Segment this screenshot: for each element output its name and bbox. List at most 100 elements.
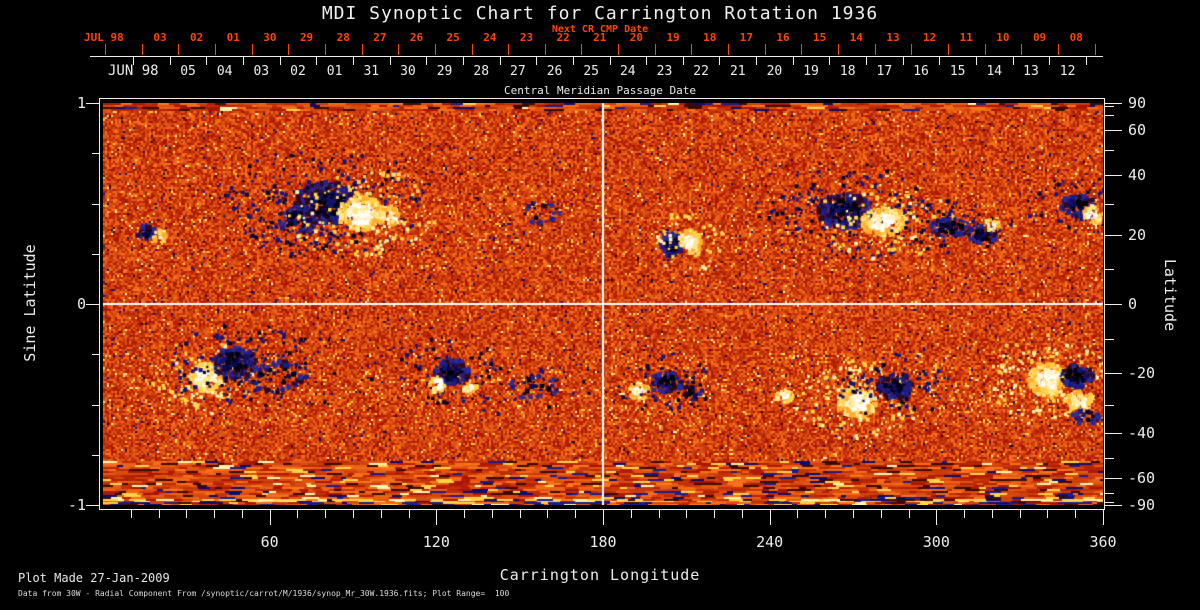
next-cr-day-label: 17 <box>739 31 753 44</box>
cmp-day-label: 18 <box>839 64 856 79</box>
next-cr-tick <box>178 44 180 55</box>
cmp-day-label: 14 <box>986 64 1003 79</box>
longitude-minor-tick <box>380 510 382 518</box>
latitude-major-tick <box>1105 174 1122 176</box>
next-cr-day-label: 20 <box>629 31 644 44</box>
cmp-tick <box>1049 56 1051 65</box>
cmp-day-label: 30 <box>400 64 416 79</box>
longitude-minor-tick <box>241 510 243 518</box>
cmp-month-label: JUN 98 <box>108 63 159 79</box>
cmp-day-label: 22 <box>693 64 709 79</box>
next-cr-tick <box>251 44 253 55</box>
next-cr-day-label: 09 <box>1032 31 1047 44</box>
cmp-tick <box>316 56 318 65</box>
longitude-tick-label: 180 <box>589 533 617 551</box>
cmp-day-label: 16 <box>913 64 929 79</box>
latitude-major-tick <box>1105 129 1122 131</box>
cmp-tick <box>756 56 758 65</box>
next-cr-day-label: 29 <box>299 31 314 44</box>
next-cr-day-label: 03 <box>153 31 167 44</box>
next-cr-day-label: 01 <box>226 31 240 44</box>
next-cr-day-label: 24 <box>483 31 497 44</box>
next-cr-day-label: 23 <box>519 31 534 44</box>
cmp-tick <box>243 56 244 65</box>
cmp-day-label: 25 <box>583 64 599 79</box>
cmp-tick <box>536 56 538 65</box>
longitude-minor-tick <box>158 510 160 518</box>
cmp-tick <box>609 56 611 65</box>
longitude-minor-tick <box>880 510 882 518</box>
next-cr-day-label: 02 <box>190 31 204 44</box>
longitude-tick-label: 360 <box>1089 533 1117 551</box>
cmp-tick <box>206 56 208 65</box>
next-cr-tick <box>728 44 730 55</box>
next-cr-tick <box>434 44 436 55</box>
latitude-major-tick <box>1105 372 1122 374</box>
latitude-minor-tick <box>1105 338 1114 340</box>
cmp-day-label: 04 <box>216 64 233 79</box>
latitude-minor-tick <box>1105 269 1114 271</box>
longitude-tick-label: 240 <box>756 533 784 551</box>
next-cr-tick <box>141 44 143 55</box>
next-cr-tick <box>581 44 583 55</box>
longitude-tick-label: 60 <box>260 533 279 551</box>
next-cr-day-label: 27 <box>373 31 387 44</box>
cmp-axis-title: Central Meridian Passage Date <box>503 84 697 97</box>
next-cr-tick <box>544 44 546 55</box>
carrington-longitude-axis-label: Carrington Longitude <box>499 566 701 584</box>
next-cr-tick <box>984 44 986 55</box>
longitude-minor-tick <box>325 510 327 518</box>
cmp-tick <box>646 56 648 65</box>
latitude-tick-label: -20 <box>1128 363 1156 382</box>
longitude-major-tick <box>1103 510 1104 525</box>
next-cr-tick <box>1021 44 1023 55</box>
cmp-tick <box>1085 56 1087 65</box>
cmp-tick <box>939 56 941 65</box>
cmp-day-label: 28 <box>473 64 490 79</box>
next-cr-tick <box>288 44 290 55</box>
next-cr-tick <box>947 44 949 55</box>
latitude-major-tick <box>1105 235 1122 237</box>
cmp-day-label: 26 <box>546 64 563 79</box>
next-cr-day-label: 15 <box>813 31 827 44</box>
longitude-minor-tick <box>658 510 660 518</box>
latitude-minor-tick <box>1105 106 1114 108</box>
latitude-tick-label: 60 <box>1128 120 1147 139</box>
sine-latitude-minor-tick <box>92 253 99 255</box>
sine-latitude-major-tick <box>86 505 99 506</box>
next-cr-day-label: 19 <box>666 31 680 44</box>
longitude-major-tick <box>936 510 938 525</box>
next-cr-day-label: 16 <box>776 31 790 44</box>
next-cr-tick <box>654 44 656 55</box>
sine-latitude-minor-tick <box>92 454 99 456</box>
cmp-day-label: 31 <box>363 64 380 79</box>
cmp-tick <box>499 56 501 65</box>
sine-latitude-minor-tick <box>92 203 99 205</box>
cmp-tick <box>572 56 574 65</box>
latitude-minor-tick <box>1105 115 1114 117</box>
next-cr-day-label: 12 <box>923 31 937 44</box>
cmp-day-label: 20 <box>766 64 783 79</box>
cmp-day-label: 21 <box>729 64 746 79</box>
cmp-day-label: 17 <box>876 64 893 79</box>
next-cr-day-label: 14 <box>849 31 863 44</box>
latitude-tick-label: 20 <box>1128 226 1147 245</box>
cmp-day-label: 23 <box>656 64 673 79</box>
latitude-tick-label: 0 <box>1128 295 1138 313</box>
latitude-major-tick <box>1105 478 1122 480</box>
cmp-tick <box>389 56 391 65</box>
next-cr-tick <box>911 44 913 55</box>
cmp-tick <box>133 56 135 65</box>
latitude-tick-label: -40 <box>1128 424 1156 443</box>
longitude-minor-tick <box>519 510 521 518</box>
longitude-minor-tick <box>853 510 854 518</box>
longitude-minor-tick <box>214 510 216 518</box>
next-cr-cmp-date-label: Next CR CMP Date <box>551 24 649 35</box>
sine-latitude-axis-label: Sine Latitude <box>21 244 39 362</box>
next-cr-month-label: JUL 98 <box>84 31 124 44</box>
longitude-minor-tick <box>1019 510 1021 518</box>
cmp-axis-line <box>90 56 1103 57</box>
cmp-day-label: 19 <box>803 64 819 79</box>
longitude-minor-tick <box>547 510 549 518</box>
